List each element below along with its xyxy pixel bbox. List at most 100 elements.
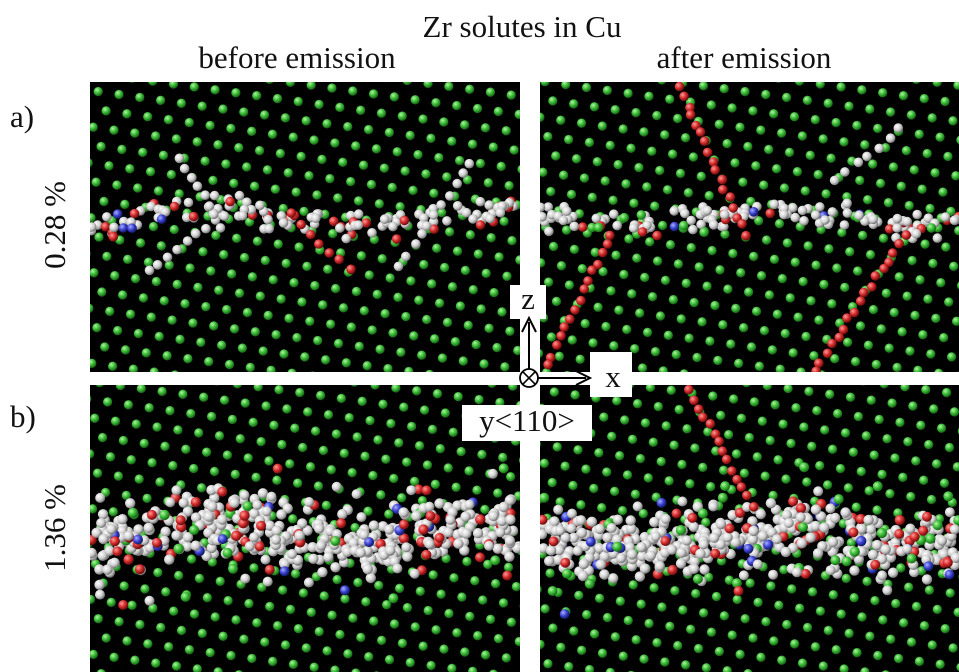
- atom: [189, 525, 199, 535]
- atom: [125, 498, 135, 508]
- atom: [153, 260, 163, 270]
- atom: [239, 510, 249, 520]
- atom: [823, 349, 833, 359]
- column-label: after emission: [657, 40, 832, 75]
- atom: [788, 496, 798, 506]
- atom: [207, 501, 217, 511]
- atom: [849, 565, 859, 575]
- atom: [385, 545, 395, 555]
- atom: [341, 234, 351, 244]
- atom: [272, 526, 282, 536]
- atom: [255, 201, 265, 211]
- atom: [228, 564, 238, 574]
- atom: [325, 248, 335, 258]
- atom: [652, 231, 662, 241]
- atom: [801, 569, 811, 579]
- atom: [676, 525, 686, 535]
- atom: [722, 455, 732, 465]
- atom: [578, 571, 588, 581]
- atom: [102, 212, 112, 222]
- atom: [602, 532, 612, 542]
- atom: [888, 568, 898, 578]
- atom: [716, 519, 726, 529]
- atom: [458, 168, 468, 178]
- atom: [856, 536, 866, 546]
- atom: [476, 197, 486, 207]
- atom: [352, 489, 362, 499]
- atom: [314, 523, 324, 533]
- atom: [859, 288, 869, 298]
- atom: [748, 526, 758, 536]
- atom: [877, 528, 887, 538]
- atom: [718, 493, 728, 503]
- atom: [171, 530, 181, 540]
- atom: [902, 544, 912, 554]
- atom: [945, 507, 955, 517]
- atom: [709, 157, 719, 167]
- atom: [827, 339, 837, 349]
- atom: [252, 500, 262, 510]
- concentration-label: 1.36 %: [37, 484, 72, 572]
- axis-label: y<110>: [479, 403, 575, 438]
- atom: [703, 148, 713, 158]
- atom: [586, 537, 596, 547]
- atom: [577, 528, 587, 538]
- atom: [576, 296, 586, 306]
- atom: [460, 511, 470, 521]
- atom: [637, 210, 647, 220]
- atom: [245, 541, 255, 551]
- atom: [649, 517, 659, 527]
- atom: [87, 222, 97, 232]
- atom: [922, 574, 932, 584]
- atom: [737, 219, 747, 229]
- atom: [400, 216, 410, 226]
- atom: [826, 565, 836, 575]
- atom: [922, 512, 932, 522]
- atom: [164, 554, 174, 564]
- atom: [768, 570, 778, 580]
- atom: [502, 571, 512, 581]
- atom: [703, 206, 713, 216]
- atom: [627, 549, 637, 559]
- atom: [410, 569, 420, 579]
- atom: [679, 92, 689, 102]
- atom: [933, 233, 943, 243]
- atom: [842, 313, 852, 323]
- atom: [910, 532, 920, 542]
- atom: [546, 545, 556, 555]
- atom: [106, 524, 116, 534]
- atom: [434, 498, 444, 508]
- atom: [579, 284, 589, 294]
- atom: [346, 265, 356, 275]
- atom: [193, 181, 203, 191]
- atom: [797, 538, 807, 548]
- atom: [159, 510, 169, 520]
- atom: [718, 446, 728, 456]
- atom: [640, 563, 650, 573]
- atom: [743, 544, 753, 554]
- atom: [306, 230, 316, 240]
- atom: [819, 522, 829, 532]
- atom: [605, 231, 615, 241]
- atom: [113, 546, 123, 556]
- atom: [706, 419, 716, 429]
- atom: [217, 514, 227, 524]
- atom: [840, 220, 850, 230]
- atom: [565, 314, 575, 324]
- atom: [553, 505, 563, 515]
- atom: [694, 404, 704, 414]
- atom: [660, 536, 670, 546]
- atom: [834, 494, 844, 504]
- atom: [235, 191, 245, 201]
- atom: [698, 508, 708, 518]
- atom: [249, 532, 259, 542]
- atom: [718, 185, 728, 195]
- atom: [699, 539, 709, 549]
- atom: [867, 282, 877, 292]
- atom: [698, 413, 708, 423]
- atom: [684, 385, 694, 395]
- atom: [399, 520, 409, 530]
- atom: [490, 555, 500, 565]
- atom: [119, 223, 129, 233]
- atom: [570, 305, 580, 315]
